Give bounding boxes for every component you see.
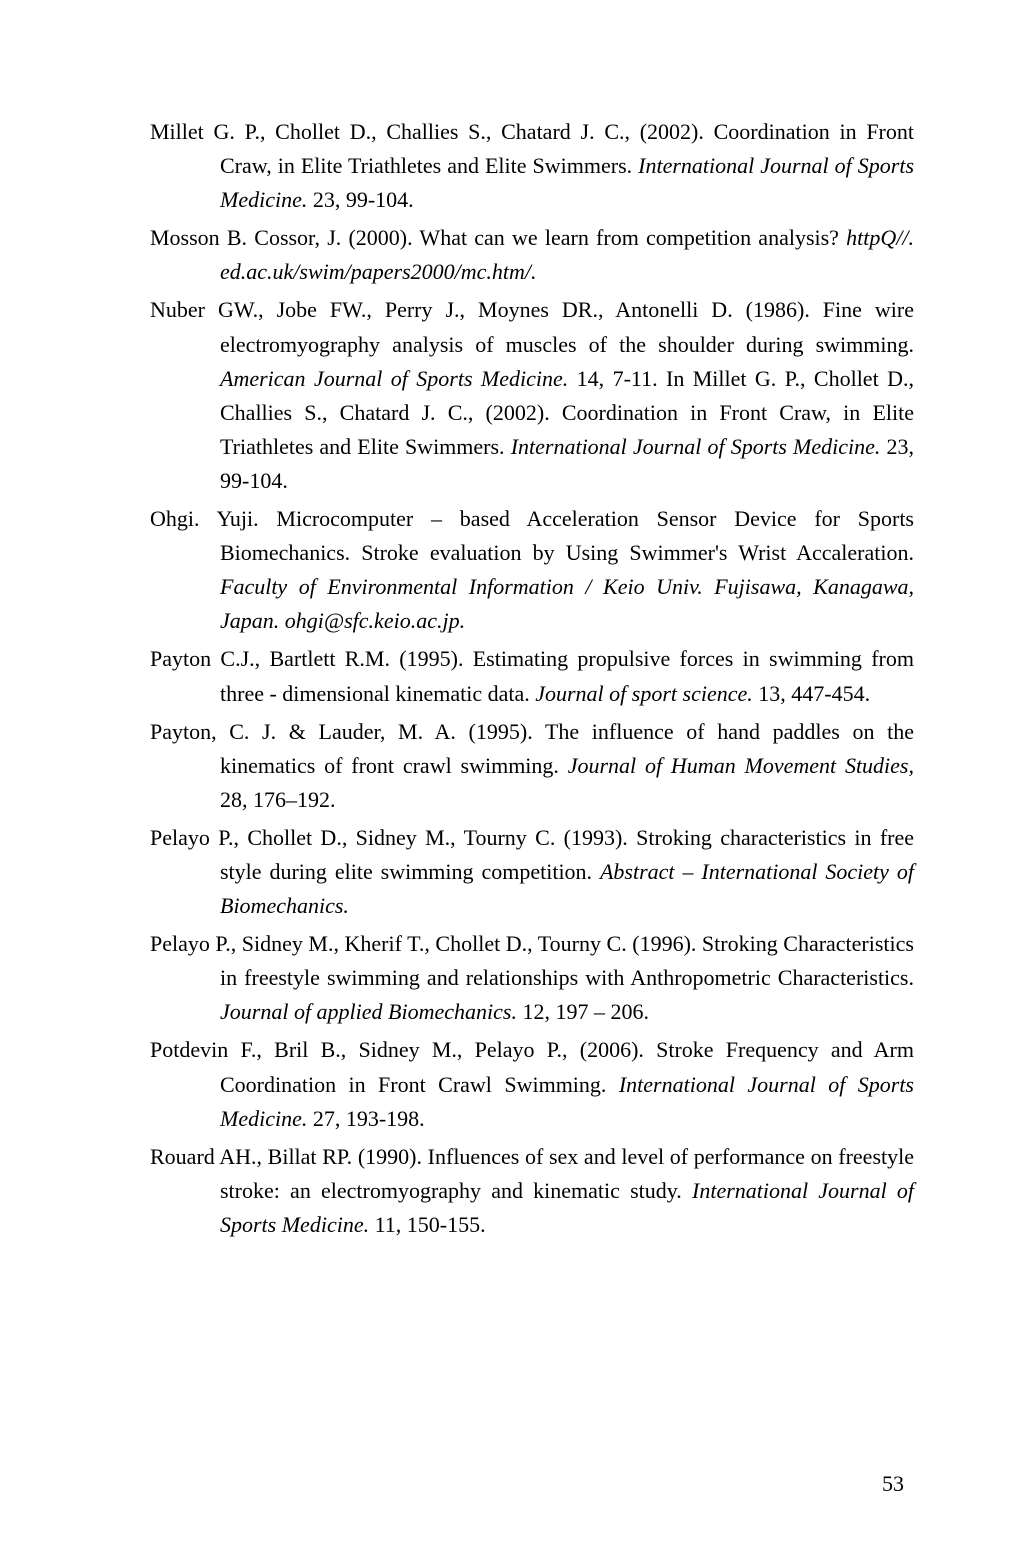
ref-text: Pelayo P., Sidney M., Kherif T., Chollet…: [150, 931, 914, 990]
reference-item: Payton C.J., Bartlett R.M. (1995). Estim…: [150, 642, 914, 710]
ref-italic: International Journal of Sports Medicine…: [511, 434, 881, 459]
reference-item: Payton, C. J. & Lauder, M. A. (1995). Th…: [150, 715, 914, 817]
reference-item: Nuber GW., Jobe FW., Perry J., Moynes DR…: [150, 293, 914, 498]
ref-text: Mosson B. Cossor, J. (2000). What can we…: [150, 225, 846, 250]
ref-text: Nuber GW., Jobe FW., Perry J., Moynes DR…: [150, 297, 914, 356]
reference-item: Millet G. P., Chollet D., Challies S., C…: [150, 115, 914, 217]
ref-italic: American Journal of Sports Medicine.: [220, 366, 568, 391]
ref-italic: Faculty of Environmental Information / K…: [220, 574, 914, 633]
ref-text: Ohgi. Yuji. Microcomputer – based Accele…: [150, 506, 914, 565]
page-container: Millet G. P., Chollet D., Challies S., C…: [0, 0, 1024, 1556]
reference-item: Pelayo P., Sidney M., Kherif T., Chollet…: [150, 927, 914, 1029]
reference-item: Ohgi. Yuji. Microcomputer – based Accele…: [150, 502, 914, 638]
reference-item: Pelayo P., Chollet D., Sidney M., Tourny…: [150, 821, 914, 923]
reference-item: Potdevin F., Bril B., Sidney M., Pelayo …: [150, 1033, 914, 1135]
ref-text: 11, 150-155.: [369, 1212, 486, 1237]
ref-text: 28, 176–192.: [220, 787, 336, 812]
ref-italic: Journal of sport science.: [535, 681, 753, 706]
reference-item: Rouard AH., Billat RP. (1990). Influence…: [150, 1140, 914, 1242]
ref-text: 13, 447-454.: [753, 681, 870, 706]
ref-italic: Journal of Human Movement Studies,: [568, 753, 914, 778]
reference-item: Mosson B. Cossor, J. (2000). What can we…: [150, 221, 914, 289]
ref-text: 12, 197 – 206.: [517, 999, 649, 1024]
page-number: 53: [882, 1467, 904, 1501]
ref-italic: Journal of applied Biomechanics.: [220, 999, 517, 1024]
ref-text: 27, 193-198.: [307, 1106, 424, 1131]
ref-text: 23, 99-104.: [307, 187, 413, 212]
